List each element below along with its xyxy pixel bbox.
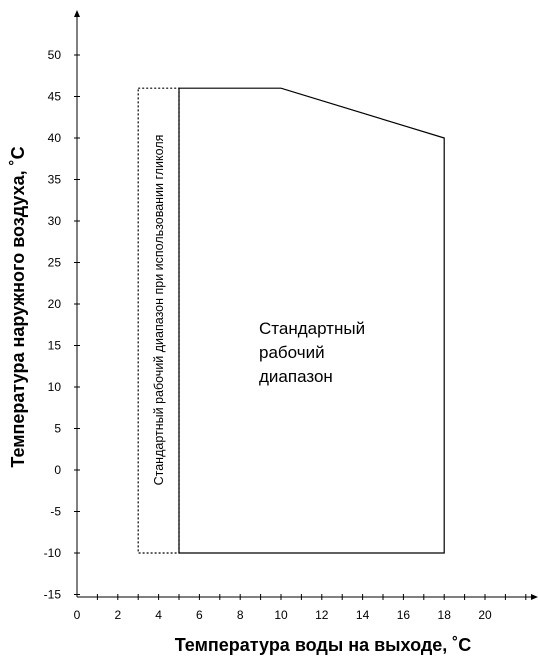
y-tick-label: 30 [48, 214, 62, 228]
x-tick-label: 4 [155, 608, 162, 622]
x-tick-label: 20 [478, 608, 492, 622]
y-tick-label: 50 [48, 48, 62, 62]
y-axis-arrow [74, 10, 80, 17]
y-tick-label: -10 [44, 546, 62, 560]
x-tick-label: 12 [315, 608, 329, 622]
x-tick-label: 0 [74, 608, 81, 622]
y-tick-label: 25 [48, 256, 62, 270]
standard-range-label-line: Стандартный [259, 319, 365, 338]
axes-layer [74, 10, 538, 600]
standard-range-label-line: диапазон [259, 367, 333, 386]
x-axis-title: Температура воды на выходе, ˚C [175, 635, 472, 655]
x-tick-label: 10 [274, 608, 288, 622]
y-tick-label: 15 [48, 339, 62, 353]
x-tick-label: 16 [397, 608, 411, 622]
glycol-range-label: Стандартный рабочий диапазон при использ… [152, 135, 166, 486]
y-tick-label: 35 [48, 173, 62, 187]
y-tick-label: 0 [54, 463, 61, 477]
x-axis-arrow [531, 594, 538, 600]
standard-range-label: Стандартный рабочий диапазон [259, 319, 365, 386]
y-tick-label: 5 [54, 422, 61, 436]
y-axis-title: Температура наружного воздуха, ˚C [8, 146, 28, 467]
x-tick-label: 14 [356, 608, 370, 622]
ticks-layer: 0 2 4 6 8 10 12 14 16 18 20 -15 -10 -5 0 5 10 15 20 25 30 35 4… [44, 48, 527, 622]
x-tick-label: 6 [196, 608, 203, 622]
x-tick-label: 8 [237, 608, 244, 622]
y-tick-label: 45 [48, 90, 62, 104]
glycol-range-region [137, 87, 180, 554]
labels-layer: Температура воды на выходе, ˚C Температу… [8, 135, 471, 655]
y-tick-label: -15 [44, 588, 62, 602]
y-tick-label: 40 [48, 131, 62, 145]
y-tick-label: -5 [50, 505, 61, 519]
standard-range-label-line: рабочий [259, 343, 325, 362]
x-tick-label: 18 [438, 608, 452, 622]
x-tick-label: 2 [114, 608, 121, 622]
y-tick-label: 10 [48, 380, 62, 394]
regions-layer [137, 87, 445, 554]
y-tick-label: 20 [48, 297, 62, 311]
